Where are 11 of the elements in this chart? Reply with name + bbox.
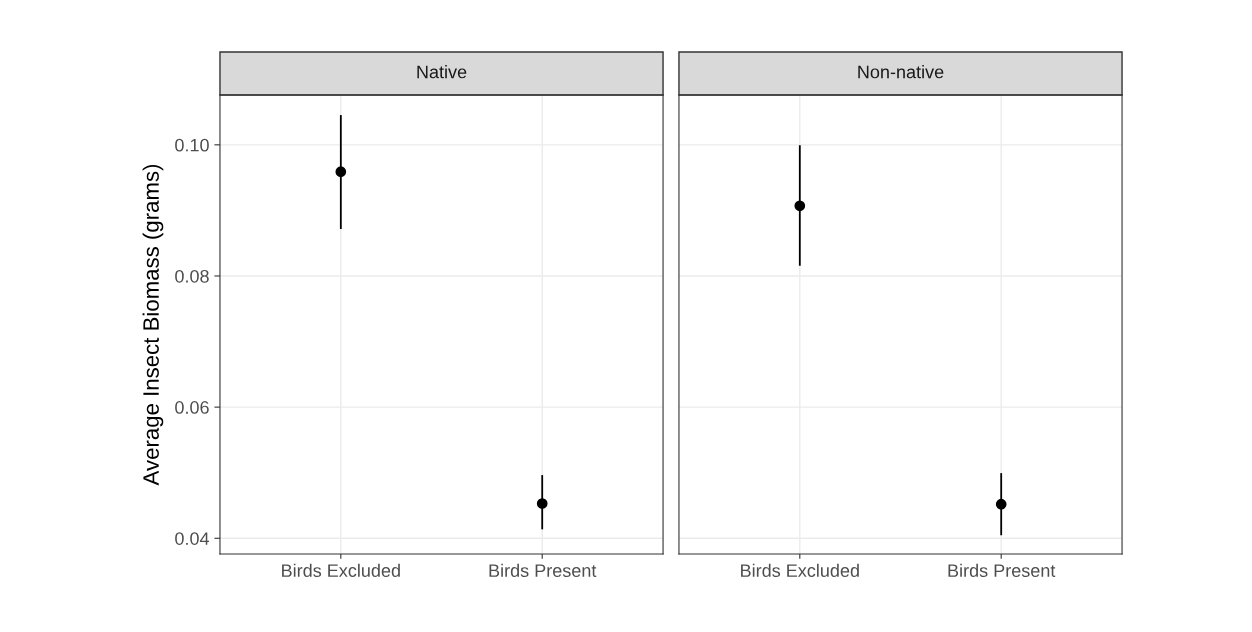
x-tick-label: Birds Excluded: [282, 563, 400, 577]
y-tick-label: 0.08: [175, 269, 209, 283]
y-axis-title: Average Insect Biomass (grams): [142, 164, 164, 486]
y-tick-label: 0.06: [175, 401, 209, 414]
y-tick-label: 0.10: [175, 138, 209, 152]
y-tick-label: 0.04: [175, 532, 210, 545]
x-tick-label: Birds Present: [489, 563, 597, 577]
chart-title: Non-native: [858, 65, 944, 79]
chart-title: Native: [417, 65, 467, 79]
x-tick-label: Birds Excluded: [741, 563, 859, 577]
x-tick-label: Birds Present: [948, 563, 1056, 577]
